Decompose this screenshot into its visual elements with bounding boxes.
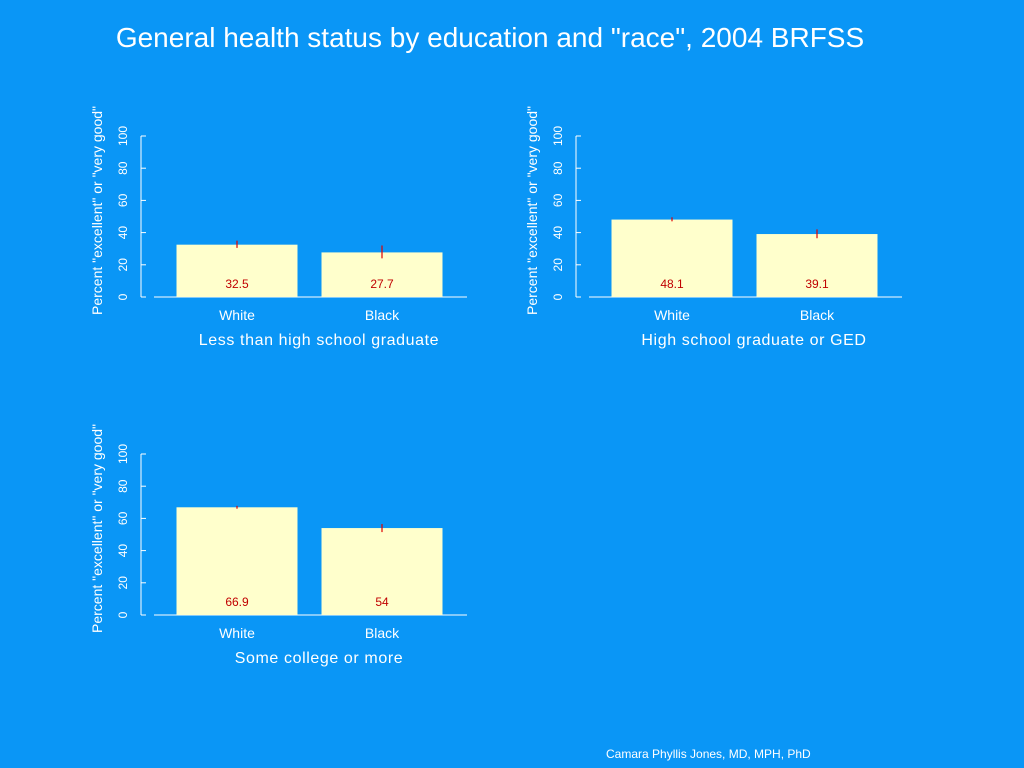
- bar-white: [176, 244, 298, 297]
- y-tick-label: 40: [551, 226, 565, 240]
- y-tick-label: 20: [551, 258, 565, 272]
- category-label: Black: [365, 625, 400, 641]
- value-label: 32.5: [225, 277, 249, 291]
- y-tick-label: 100: [551, 126, 565, 146]
- category-label: White: [219, 625, 255, 641]
- y-tick-label: 60: [551, 193, 565, 207]
- author-credit: Camara Phyllis Jones, MD, MPH, PhD: [606, 747, 811, 761]
- chart-some-college: 0 20 40 60 80 100 Percent "excellent" or "very…: [89, 424, 467, 667]
- chart-less-than-high-school: 0 20 40 60 80 100 Percent "excellent" or "very…: [89, 106, 467, 349]
- category-label: Black: [800, 307, 835, 323]
- chart-high-school-graduate: 0 20 40 60 80 100 Percent "excellent" or "very…: [524, 106, 902, 349]
- y-tick-label: 0: [116, 611, 130, 618]
- y-tick-label: 100: [116, 444, 130, 464]
- y-tick-label: 60: [116, 511, 130, 525]
- value-label: 48.1: [660, 277, 684, 291]
- category-label: White: [219, 307, 255, 323]
- chart-subtitle: Some college or more: [235, 650, 404, 667]
- y-tick-label: 60: [116, 193, 130, 207]
- bar-black: [756, 234, 878, 297]
- y-tick-label: 20: [116, 258, 130, 272]
- y-tick-label: 80: [116, 479, 130, 493]
- y-tick-label: 80: [551, 161, 565, 175]
- chart-subtitle: Less than high school graduate: [199, 332, 439, 349]
- bar-black: [321, 252, 443, 297]
- bar-white: [611, 219, 733, 297]
- y-tick-label: 40: [116, 544, 130, 558]
- chart-subtitle: High school graduate or GED: [641, 332, 866, 349]
- y-axis-label: Percent "excellent" or "very good": [524, 106, 540, 315]
- bar-white: [176, 507, 298, 615]
- value-label: 54: [375, 595, 389, 609]
- page-title: General health status by education and "…: [115, 22, 865, 53]
- value-label: 27.7: [370, 277, 394, 291]
- category-label: Black: [365, 307, 400, 323]
- y-tick-label: 40: [116, 226, 130, 240]
- y-tick-label: 0: [116, 293, 130, 300]
- category-label: White: [654, 307, 690, 323]
- y-tick-label: 20: [116, 576, 130, 590]
- y-tick-label: 0: [551, 293, 565, 300]
- y-tick-label: 80: [116, 161, 130, 175]
- value-label: 39.1: [805, 277, 829, 291]
- bar-black: [321, 528, 443, 615]
- y-axis-label: Percent "excellent" or "very good": [89, 106, 105, 315]
- y-axis-label: Percent "excellent" or "very good": [89, 424, 105, 633]
- value-label: 66.9: [225, 595, 249, 609]
- y-tick-label: 100: [116, 126, 130, 146]
